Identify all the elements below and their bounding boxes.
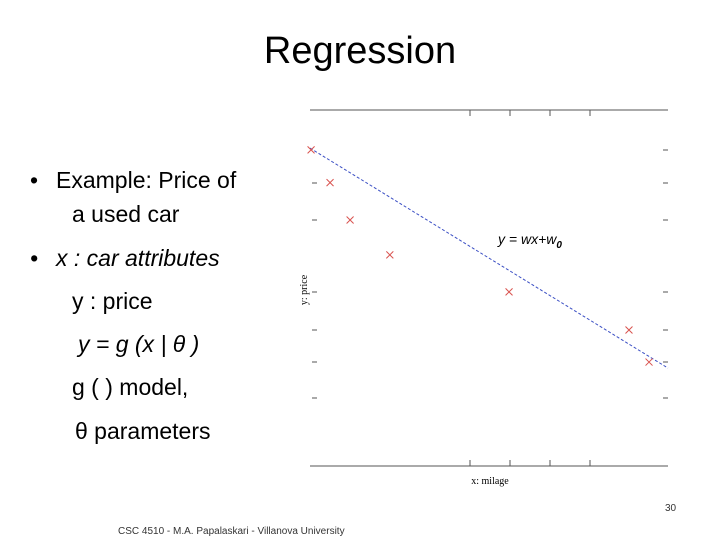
bullet-text: g ( ) model, xyxy=(72,374,189,400)
data-point xyxy=(307,146,315,154)
bullet: x : car attributes xyxy=(30,245,220,272)
bullet: Example: Price of xyxy=(30,167,236,194)
x-axis-label: x: milage xyxy=(471,476,509,487)
bullet-text: y : price xyxy=(72,288,153,314)
annotation: y = wx+w0 xyxy=(497,231,562,251)
annotation-subscript: 0 xyxy=(556,240,562,251)
plot-frame xyxy=(310,109,668,467)
data-point xyxy=(625,326,633,334)
regression-line xyxy=(309,147,669,369)
bullet-text: y = g (x | θ ) xyxy=(78,331,200,357)
slide-title: Regression xyxy=(263,30,457,72)
data-point xyxy=(505,288,513,296)
page-number: 30 xyxy=(665,503,677,514)
data-point xyxy=(326,178,334,187)
bullet-text: a used car xyxy=(72,201,180,227)
data-point xyxy=(645,358,653,366)
data-point xyxy=(346,216,354,224)
y-axis-label: y: price xyxy=(299,274,310,305)
annotation-text: y = wx+w xyxy=(497,231,557,247)
data-point xyxy=(385,251,394,259)
bullet-text: θ parameters xyxy=(75,418,211,444)
footer: CSC 4510 - M.A. Papalaskari - Villanova … xyxy=(118,526,345,537)
